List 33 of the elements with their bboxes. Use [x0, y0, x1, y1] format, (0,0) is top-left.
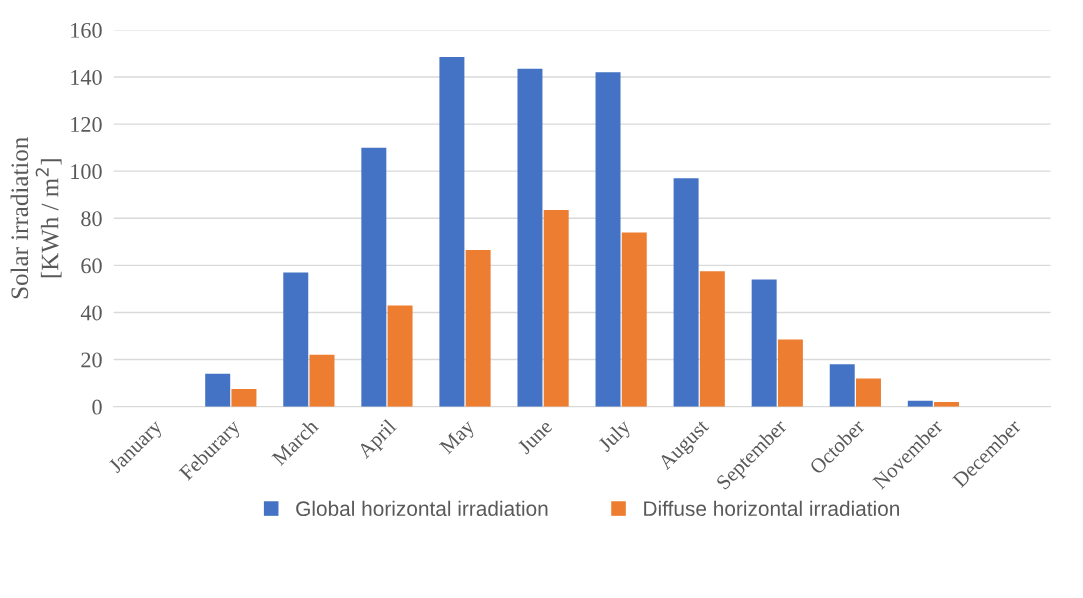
x-tick-label: June: [516, 418, 553, 455]
bar: [205, 373, 231, 407]
bar: [595, 72, 621, 407]
bar: [777, 339, 803, 407]
y-tick-label: 0: [92, 399, 102, 415]
x-tick-label: July: [596, 417, 635, 456]
bar: [855, 378, 881, 407]
legend-label: Diffuse horizontal irradiation: [644, 500, 899, 517]
y-tick-label: 20: [81, 352, 102, 368]
bar: [751, 279, 777, 407]
y-tick-label: 40: [80, 305, 102, 321]
bar: [309, 354, 335, 407]
bar: [387, 305, 413, 407]
bar: [465, 250, 491, 407]
bar: [439, 56, 465, 407]
bar: [829, 364, 855, 407]
y-tick-label: 100: [71, 164, 102, 180]
y-tick-label: 120: [71, 117, 102, 133]
bar: [673, 178, 699, 407]
bar: [543, 210, 569, 407]
y-tick-label: 80: [81, 211, 102, 227]
legend-label: Global horizontal irradiation: [296, 500, 548, 517]
bar: [231, 388, 257, 407]
y-tick-label: 160: [71, 22, 102, 38]
bar: [621, 232, 647, 407]
bar: [699, 271, 725, 407]
bar: [517, 68, 543, 407]
bar: [361, 147, 387, 407]
x-tick-label: May: [438, 418, 479, 458]
y-axis-title: Solar irradiation [KWh / m$^{2}$]: [10, 137, 62, 299]
y-tick-label: 140: [71, 69, 102, 85]
bar: [283, 272, 309, 407]
y-tick-label: 60: [81, 258, 102, 274]
